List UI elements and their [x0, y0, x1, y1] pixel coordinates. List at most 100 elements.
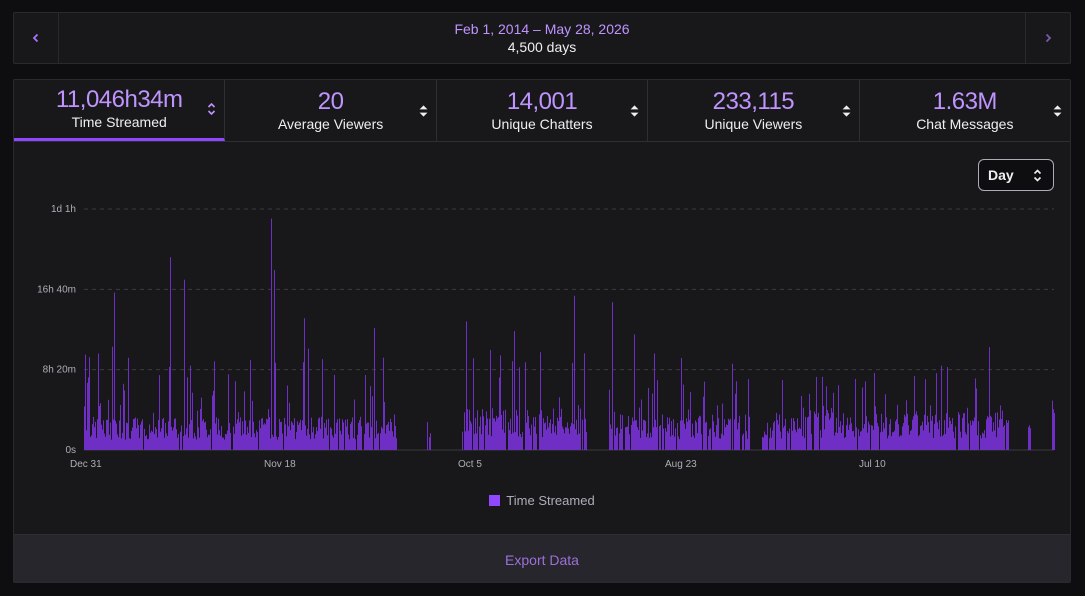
stat-tab-unique-chatters[interactable]: 14,001 Unique Chatters — [437, 80, 649, 141]
chart-bar — [614, 411, 615, 450]
chart-bar — [308, 348, 309, 450]
chart-bar — [703, 396, 704, 450]
chart-bar — [471, 423, 472, 450]
chart-bar — [743, 433, 744, 450]
chart-bar — [260, 428, 261, 450]
chart-bar — [274, 270, 275, 450]
chart-bar — [320, 428, 321, 450]
chart-bar — [149, 424, 150, 450]
chart-bar — [566, 427, 567, 450]
chart-bar — [829, 419, 830, 450]
chart-legend[interactable]: Time Streamed — [14, 493, 1070, 508]
chart-bar — [575, 429, 576, 450]
chart-bar — [769, 438, 770, 450]
chart-bar — [114, 292, 115, 450]
sort-icon[interactable] — [1053, 104, 1062, 118]
chart-bar — [487, 418, 488, 450]
chart-bar — [988, 417, 989, 450]
stat-tab-chat-messages[interactable]: 1.63M Chat Messages — [860, 80, 1070, 141]
chart-bar — [430, 433, 431, 450]
chart-bar — [815, 413, 816, 450]
chart-bar — [989, 347, 990, 450]
previous-range-button[interactable] — [14, 13, 59, 63]
chart-bar — [293, 424, 294, 450]
sort-icon[interactable] — [207, 102, 216, 116]
chart-bar — [779, 414, 780, 450]
chart-bar — [498, 416, 499, 450]
stat-value: 1.63M — [932, 87, 998, 115]
chart-bar — [802, 435, 803, 450]
chart-bar — [788, 433, 789, 450]
stat-tab-average-viewers[interactable]: 20 Average Viewers — [225, 80, 437, 141]
chart-bar — [109, 434, 110, 450]
chart-bar — [862, 387, 863, 450]
date-range-display[interactable]: Feb 1, 2014 – May 28, 2026 4,500 days — [59, 13, 1025, 63]
chart-bar — [290, 430, 291, 450]
chart-bar — [968, 423, 969, 450]
chart-bar — [1006, 420, 1007, 450]
chart-bar — [693, 435, 694, 450]
chart-bar — [851, 423, 852, 450]
chart-bar — [883, 422, 884, 450]
chart-bar — [931, 420, 932, 450]
chart-bar — [466, 321, 467, 450]
y-tick-label: 1d 1h — [51, 204, 76, 215]
chart-bar — [778, 424, 779, 450]
export-data-button[interactable]: Export Data — [14, 534, 1070, 582]
chart-bar — [930, 405, 931, 450]
chevron-left-icon — [32, 33, 39, 43]
chart-bar — [496, 415, 497, 450]
chart-bar — [195, 436, 196, 450]
chart-bar — [929, 432, 930, 450]
chart-bar — [528, 416, 529, 450]
chart-bar — [86, 430, 87, 450]
chart-bar — [353, 438, 354, 450]
chevron-right-icon — [1045, 33, 1052, 43]
chart-bar — [268, 409, 269, 450]
chart-bar — [650, 432, 651, 450]
chart-bar — [548, 427, 549, 450]
chart-bar — [479, 426, 480, 450]
chart-bar — [369, 437, 370, 450]
chart-bar — [393, 436, 394, 450]
chart-bar — [367, 422, 368, 450]
chart-bar — [204, 422, 205, 450]
chart-bar — [502, 429, 503, 450]
chart-bar — [997, 412, 998, 450]
chart-bar — [939, 420, 940, 450]
chart-bar — [119, 420, 120, 450]
stat-value: 233,115 — [712, 87, 795, 115]
chart-bar — [546, 429, 547, 450]
chart-bar — [723, 435, 724, 450]
chart-bar — [714, 432, 715, 450]
chart-bar — [869, 424, 870, 450]
next-range-button[interactable] — [1025, 13, 1070, 63]
chart-bar — [545, 422, 546, 450]
sort-icon[interactable] — [419, 104, 428, 118]
chart-bar — [504, 432, 505, 450]
chart-bar — [84, 406, 85, 450]
chart-bar — [865, 381, 866, 450]
stat-value: 11,046h34m — [55, 86, 183, 113]
chart-bar — [175, 418, 176, 450]
chart-bar — [113, 419, 114, 450]
chart-bar — [944, 420, 945, 450]
chart-bar — [713, 421, 714, 450]
chart-bar — [259, 420, 260, 450]
chart-bar — [638, 429, 639, 450]
chart-bar — [951, 424, 952, 450]
chart-bar — [1028, 427, 1029, 450]
sort-icon[interactable] — [842, 104, 851, 118]
chart-bar — [234, 433, 235, 450]
chart-bar — [98, 353, 99, 450]
chart-bar — [188, 437, 189, 450]
stat-tab-unique-viewers[interactable]: 233,115 Unique Viewers — [648, 80, 860, 141]
stat-tab-time-streamed[interactable]: 11,046h34m Time Streamed — [14, 80, 226, 141]
chart-bar — [876, 414, 877, 450]
granularity-select[interactable]: Day — [978, 159, 1054, 191]
chart-bar — [867, 432, 868, 450]
chart-bar — [301, 430, 302, 450]
chart-bar — [315, 434, 316, 450]
chart-bar — [911, 429, 912, 450]
sort-icon[interactable] — [630, 104, 639, 118]
